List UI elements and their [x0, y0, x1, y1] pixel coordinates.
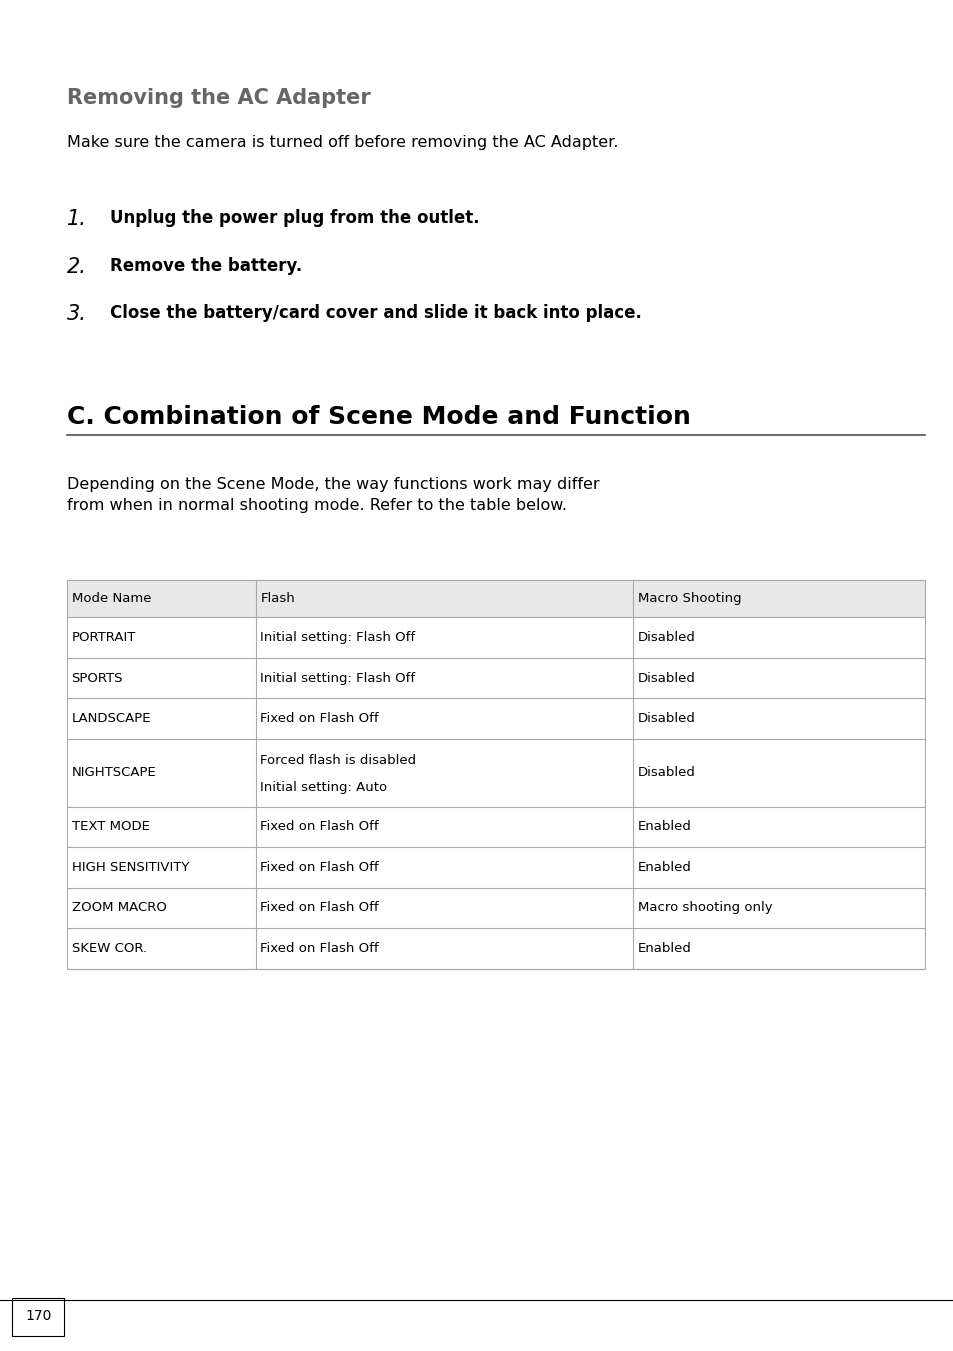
Text: Enabled: Enabled	[638, 820, 691, 834]
Text: Mode Name: Mode Name	[71, 592, 151, 605]
Text: 3.: 3.	[67, 304, 87, 324]
Text: Enabled: Enabled	[638, 861, 691, 874]
Text: Close the battery/card cover and slide it back into place.: Close the battery/card cover and slide i…	[110, 304, 641, 322]
Text: Make sure the camera is turned off before removing the AC Adapter.: Make sure the camera is turned off befor…	[67, 135, 618, 150]
Text: Depending on the Scene Mode, the way functions work may differ
from when in norm: Depending on the Scene Mode, the way fun…	[67, 477, 598, 513]
Text: TEXT MODE: TEXT MODE	[71, 820, 150, 834]
Text: Fixed on Flash Off: Fixed on Flash Off	[260, 942, 378, 955]
Text: Removing the AC Adapter: Removing the AC Adapter	[67, 88, 370, 108]
Text: Enabled: Enabled	[638, 942, 691, 955]
Text: Fixed on Flash Off: Fixed on Flash Off	[260, 820, 378, 834]
Text: Fixed on Flash Off: Fixed on Flash Off	[260, 861, 378, 874]
Text: Unplug the power plug from the outlet.: Unplug the power plug from the outlet.	[110, 209, 478, 227]
Text: PORTRAIT: PORTRAIT	[71, 631, 135, 644]
Text: SKEW COR.: SKEW COR.	[71, 942, 147, 955]
Text: Disabled: Disabled	[638, 671, 696, 685]
Text: Disabled: Disabled	[638, 631, 696, 644]
Text: Forced flash is disabled: Forced flash is disabled	[260, 754, 416, 767]
Text: Disabled: Disabled	[638, 712, 696, 725]
Text: Remove the battery.: Remove the battery.	[110, 257, 302, 274]
Text: Fixed on Flash Off: Fixed on Flash Off	[260, 712, 378, 725]
Text: Initial setting: Auto: Initial setting: Auto	[260, 781, 387, 794]
Text: ZOOM MACRO: ZOOM MACRO	[71, 901, 166, 915]
Bar	[67, 580, 924, 617]
Text: Macro shooting only: Macro shooting only	[638, 901, 772, 915]
Text: Disabled: Disabled	[638, 766, 696, 780]
Text: 2.: 2.	[67, 257, 87, 277]
Text: 170: 170	[25, 1309, 51, 1323]
Text: LANDSCAPE: LANDSCAPE	[71, 712, 151, 725]
Bar	[67, 580, 924, 969]
Bar	[12, 1298, 65, 1336]
Text: Initial setting: Flash Off: Initial setting: Flash Off	[260, 631, 416, 644]
Text: Flash: Flash	[260, 592, 294, 605]
Text: Initial setting: Flash Off: Initial setting: Flash Off	[260, 671, 416, 685]
Text: Macro Shooting: Macro Shooting	[638, 592, 741, 605]
Text: SPORTS: SPORTS	[71, 671, 123, 685]
Text: HIGH SENSITIVITY: HIGH SENSITIVITY	[71, 861, 189, 874]
Text: C. Combination of Scene Mode and Function: C. Combination of Scene Mode and Functio…	[67, 405, 690, 430]
Text: Fixed on Flash Off: Fixed on Flash Off	[260, 901, 378, 915]
Text: 1.: 1.	[67, 209, 87, 230]
Text: NIGHTSCAPE: NIGHTSCAPE	[71, 766, 156, 780]
